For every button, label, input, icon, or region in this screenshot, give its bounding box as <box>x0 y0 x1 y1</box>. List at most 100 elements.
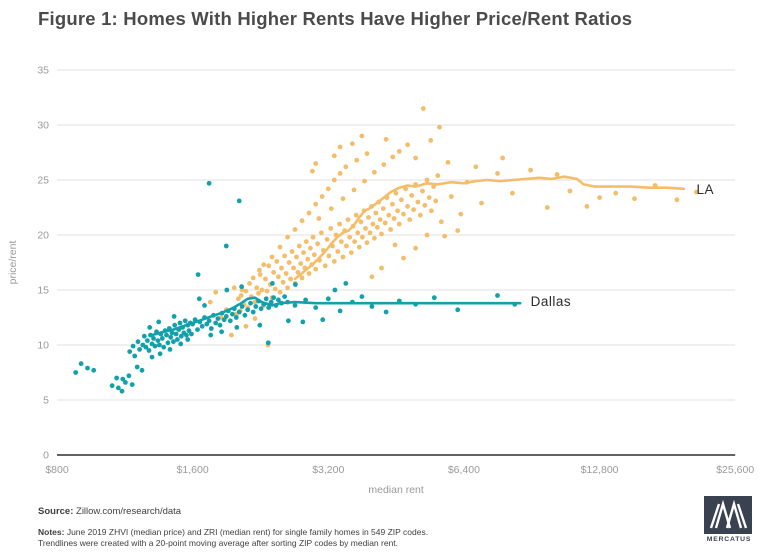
scatter-point-la <box>554 172 560 177</box>
scatter-point-dallas <box>78 361 84 367</box>
scatter-point-dallas <box>257 322 263 328</box>
scatter-point-dallas <box>156 319 162 325</box>
scatter-point-la <box>337 171 343 176</box>
scatter-point-la <box>291 265 296 271</box>
x-tick-label: $1,600 <box>177 464 209 476</box>
scatter-point-dallas <box>143 344 149 350</box>
scatter-point-dallas <box>455 307 461 313</box>
scatter-point-la <box>362 178 367 184</box>
scatter-point-dallas <box>171 339 176 345</box>
scatter-point-la <box>392 242 398 248</box>
scatter-point-la <box>308 245 313 251</box>
scatter-point-la <box>428 138 434 143</box>
scatter-point-la <box>294 254 299 260</box>
y-tick-label: 15 <box>37 285 49 297</box>
scatter-point-la <box>303 239 309 245</box>
scatter-point-la <box>381 162 387 168</box>
scatter-point-dallas <box>242 312 248 318</box>
scatter-point-la <box>500 155 505 161</box>
source-label: Source: <box>38 506 74 517</box>
scatter-point-dallas <box>292 303 298 308</box>
scatter-point-la <box>264 288 270 294</box>
scatter-point-la <box>373 210 379 216</box>
scatter-point-la <box>254 285 260 291</box>
scatter-point-la <box>395 208 400 214</box>
scatter-point-la <box>288 276 293 282</box>
scatter-point-dallas <box>303 297 308 303</box>
scatter-point-dallas <box>431 295 437 301</box>
scatter-point-la <box>316 216 322 221</box>
scatter-point-dallas <box>332 287 338 293</box>
scatter-point-dallas <box>293 282 298 287</box>
scatter-point-la <box>383 136 389 142</box>
scatter-point-dallas <box>325 296 331 302</box>
scatter-point-la <box>422 202 428 208</box>
scatter-point-la <box>299 275 305 281</box>
scatter-point-dallas <box>155 338 161 343</box>
scatter-point-la <box>694 189 699 195</box>
scatter-point-la <box>358 219 364 225</box>
scatter-point-la <box>405 204 410 209</box>
scatter-point-dallas <box>320 317 326 323</box>
scatter-point-la <box>229 332 234 338</box>
scatter-point-dallas <box>282 294 287 299</box>
scatter-point-la <box>283 271 289 276</box>
scatter-point-dallas <box>151 336 156 341</box>
scatter-point-la <box>393 190 399 196</box>
scatter-point-la <box>213 289 219 295</box>
scatter-point-la <box>364 151 370 157</box>
scatter-point-la <box>344 243 349 249</box>
scatter-point-la <box>285 234 290 240</box>
x-tick-label: $6,400 <box>448 464 480 476</box>
scatter-point-la <box>266 263 272 269</box>
scatter-point-dallas <box>177 320 183 326</box>
scatter-point-la <box>355 230 361 236</box>
scatter-point-dallas <box>184 332 189 338</box>
scatter-point-la <box>388 227 393 232</box>
scatter-point-dallas <box>173 331 179 337</box>
source-note: Source: Zillow.com/research/data <box>38 506 181 517</box>
scatter-point-la <box>319 230 324 236</box>
scatter-point-la <box>286 260 292 265</box>
scatter-point-dallas <box>178 333 184 339</box>
scatter-point-la <box>231 285 237 291</box>
scatter-point-dallas <box>141 333 147 339</box>
scatter-point-la <box>328 226 334 231</box>
scatter-point-la <box>442 233 448 239</box>
scatter-point-la <box>235 296 241 302</box>
scatter-point-dallas <box>300 319 306 325</box>
scatter-point-la <box>510 190 515 196</box>
scatter-point-dallas <box>250 309 256 315</box>
scatter-point-dallas <box>164 332 169 338</box>
scatter-point-la <box>324 237 330 242</box>
scatter-point-la <box>259 287 265 293</box>
scatter-point-la <box>367 230 373 236</box>
scatter-point-la <box>279 265 284 271</box>
scatter-point-dallas <box>137 347 143 352</box>
scatter-point-la <box>350 141 355 147</box>
scatter-point-la <box>438 219 444 225</box>
scatter-point-la <box>448 194 454 199</box>
mercatus-logo-text: MERCATUS <box>706 536 752 543</box>
scatter-point-dallas <box>223 314 229 319</box>
x-axis-title: median rent <box>368 484 424 496</box>
scatter-point-la <box>370 221 376 227</box>
scatter-point-la <box>354 157 360 163</box>
scatter-point-dallas <box>186 328 192 334</box>
scatter-point-la <box>413 155 418 161</box>
scatter-point-la <box>363 226 368 231</box>
x-tick-label: $12,800 <box>581 464 619 476</box>
scatter-point-la <box>306 210 312 216</box>
scatter-point-la <box>306 271 312 276</box>
scatter-point-dallas <box>109 383 115 389</box>
scatter-point-dallas <box>219 329 225 335</box>
scatter-point-dallas <box>213 320 219 326</box>
scatter-point-dallas <box>253 304 259 309</box>
scatter-point-la <box>374 224 380 230</box>
scatter-point-la <box>377 217 383 223</box>
scatter-point-dallas <box>91 367 97 373</box>
scatter-point-la <box>415 199 421 205</box>
scatter-point-la <box>613 190 619 196</box>
scatter-point-la <box>407 217 413 223</box>
scatter-point-la <box>366 215 371 220</box>
